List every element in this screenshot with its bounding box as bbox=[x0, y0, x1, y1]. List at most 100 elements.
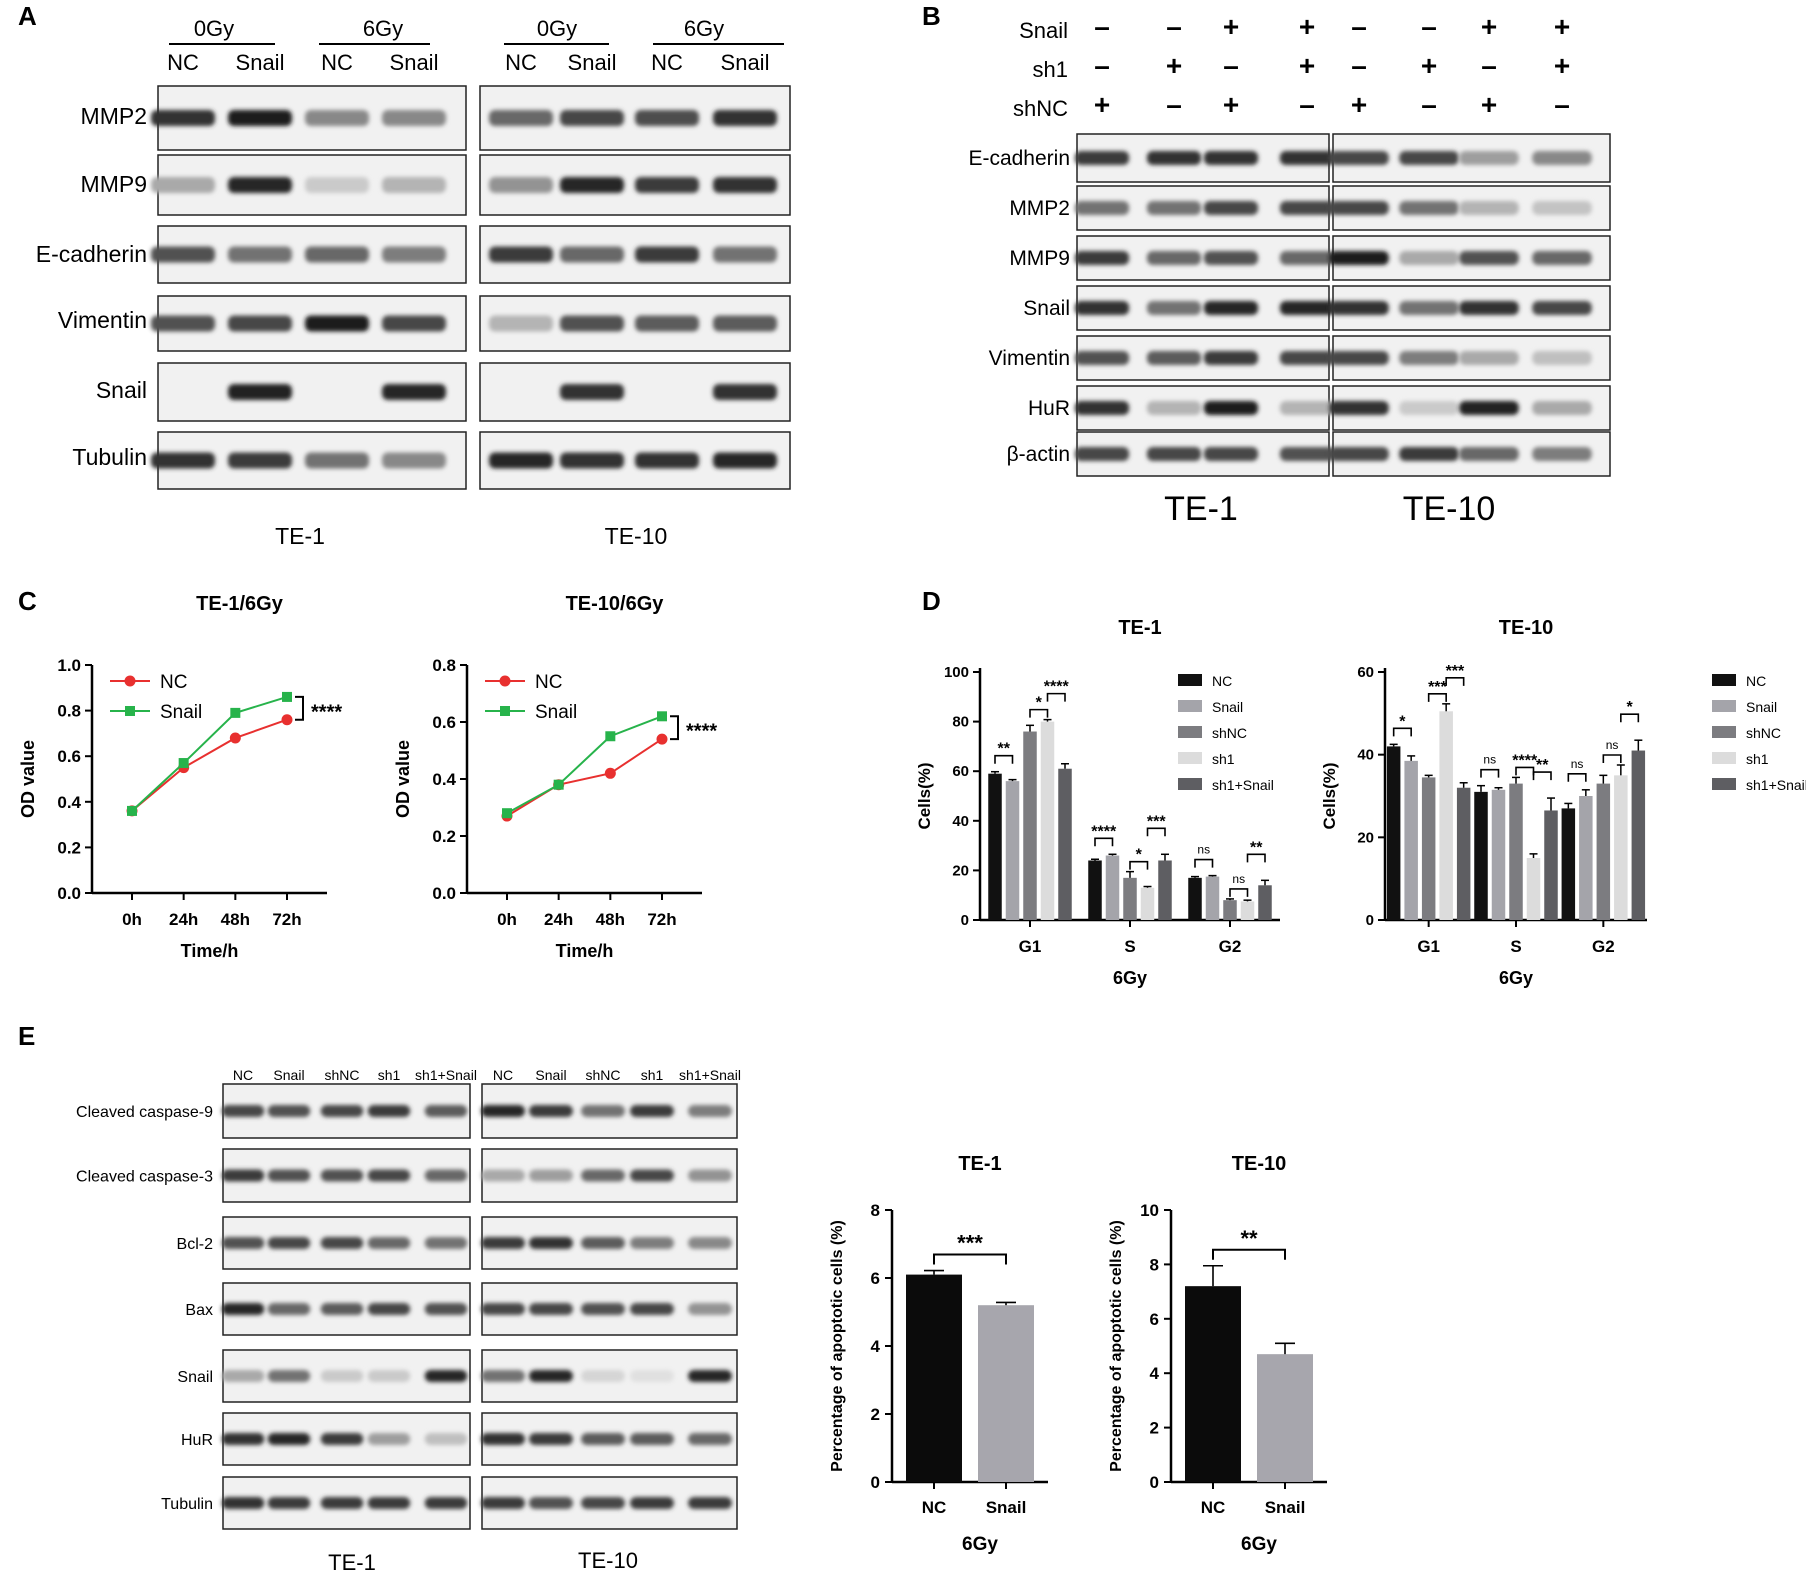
band bbox=[481, 1303, 525, 1315]
y-axis-label: Cells(%) bbox=[915, 762, 934, 829]
significance-bracket bbox=[1194, 858, 1214, 868]
significance-label: * bbox=[1036, 695, 1043, 712]
band bbox=[382, 384, 446, 400]
condition-sign: + bbox=[1554, 50, 1570, 81]
band bbox=[424, 1169, 468, 1182]
y-tick-label: 40 bbox=[1357, 747, 1374, 764]
lane-label: Snail bbox=[568, 50, 617, 75]
bar-sh1 bbox=[1526, 858, 1541, 920]
band bbox=[320, 1433, 364, 1445]
blot-a-te10-5 bbox=[479, 431, 791, 490]
band bbox=[529, 1105, 573, 1117]
band bbox=[481, 1105, 525, 1117]
significance-bracket bbox=[1602, 754, 1622, 763]
band bbox=[1459, 301, 1519, 315]
blot-b-te10-5 bbox=[1329, 385, 1611, 431]
band bbox=[1532, 401, 1592, 415]
bar-sh1+snail bbox=[1258, 885, 1272, 920]
lane-label: sh1+Snail bbox=[679, 1067, 741, 1083]
band bbox=[581, 1303, 625, 1315]
band bbox=[424, 1237, 468, 1249]
panel-label-c: C bbox=[18, 586, 37, 616]
band bbox=[1203, 151, 1259, 165]
band bbox=[635, 452, 699, 469]
condition-sign: – bbox=[1351, 11, 1367, 42]
data-point-snail bbox=[657, 711, 667, 722]
y-tick-label: 40 bbox=[952, 813, 969, 830]
row-label-e-cadherin: E-cadherin bbox=[36, 241, 147, 267]
band bbox=[1532, 201, 1592, 215]
cell-line-label: TE-10 bbox=[605, 523, 668, 549]
band bbox=[320, 1237, 364, 1249]
y-axis-label: OD value bbox=[18, 740, 38, 818]
band bbox=[367, 1497, 411, 1509]
band bbox=[489, 110, 553, 126]
band bbox=[367, 1169, 411, 1182]
legend-swatch bbox=[1178, 778, 1202, 790]
y-tick-label: 6 bbox=[1150, 1310, 1159, 1329]
lane-label: NC bbox=[167, 50, 199, 75]
x-tick-label: 24h bbox=[169, 910, 198, 929]
x-tick-label: 72h bbox=[272, 910, 301, 929]
lane-label: NC bbox=[493, 1067, 513, 1083]
blot-e-te10-4 bbox=[481, 1349, 738, 1403]
band bbox=[688, 1237, 732, 1249]
x-tick-label: S bbox=[1510, 937, 1521, 956]
legend-swatch bbox=[1712, 752, 1736, 764]
legend-label: NC bbox=[1746, 673, 1766, 689]
bar-shnc bbox=[1023, 731, 1037, 920]
blot-e-te1-0 bbox=[221, 1083, 471, 1139]
band bbox=[1329, 251, 1389, 265]
band bbox=[320, 1105, 364, 1117]
band bbox=[529, 1433, 573, 1445]
dose-header: 6Gy bbox=[684, 16, 724, 41]
band bbox=[1532, 251, 1592, 265]
bar-nc bbox=[1188, 877, 1202, 920]
band bbox=[1329, 351, 1389, 365]
band bbox=[1074, 301, 1130, 315]
x-tick-label: Snail bbox=[1265, 1498, 1306, 1517]
band bbox=[581, 1169, 625, 1182]
blot-a-te1-1 bbox=[151, 154, 467, 216]
significance-label: **** bbox=[1512, 752, 1538, 769]
band bbox=[320, 1370, 364, 1382]
y-tick-label: 4 bbox=[1150, 1364, 1160, 1383]
y-axis-label: Cells(%) bbox=[1320, 762, 1339, 829]
legend-swatch bbox=[1178, 752, 1202, 764]
band bbox=[529, 1169, 573, 1182]
blot-e-te10-1 bbox=[481, 1148, 738, 1203]
blot-e-te10-5 bbox=[481, 1412, 738, 1466]
legend-label: shNC bbox=[1212, 725, 1247, 741]
blot-e-te10-2 bbox=[481, 1216, 738, 1270]
blot-e-te10-0 bbox=[481, 1083, 738, 1139]
significance-label: *** bbox=[957, 1231, 983, 1256]
data-point-snail bbox=[282, 691, 292, 702]
significance-label: **** bbox=[311, 701, 342, 723]
band bbox=[635, 110, 699, 126]
significance-label: ns bbox=[1606, 738, 1619, 752]
y-axis-label: OD value bbox=[393, 740, 413, 818]
band bbox=[489, 452, 553, 469]
data-point-snail bbox=[178, 758, 189, 769]
band bbox=[688, 1105, 732, 1117]
condition-sign: + bbox=[1166, 50, 1182, 81]
significance-label: ns bbox=[1483, 753, 1496, 767]
bar-nc bbox=[1474, 791, 1488, 920]
y-tick-label: 60 bbox=[1357, 664, 1374, 681]
band bbox=[382, 315, 446, 332]
band bbox=[151, 315, 215, 332]
bar-snail bbox=[1257, 1354, 1313, 1482]
y-axis-label: Percentage of apoptotic cells (%) bbox=[1108, 1220, 1125, 1472]
band bbox=[481, 1433, 525, 1445]
y-tick-label: 0 bbox=[1150, 1473, 1159, 1492]
band bbox=[221, 1105, 265, 1117]
blot-b-te1-3 bbox=[1074, 285, 1335, 331]
band bbox=[367, 1237, 411, 1249]
y-tick-label: 0.2 bbox=[432, 827, 456, 846]
band bbox=[367, 1303, 411, 1315]
band bbox=[581, 1237, 625, 1249]
band bbox=[1203, 251, 1259, 265]
bar-shnc bbox=[1509, 783, 1523, 920]
significance-label: **** bbox=[686, 721, 717, 743]
